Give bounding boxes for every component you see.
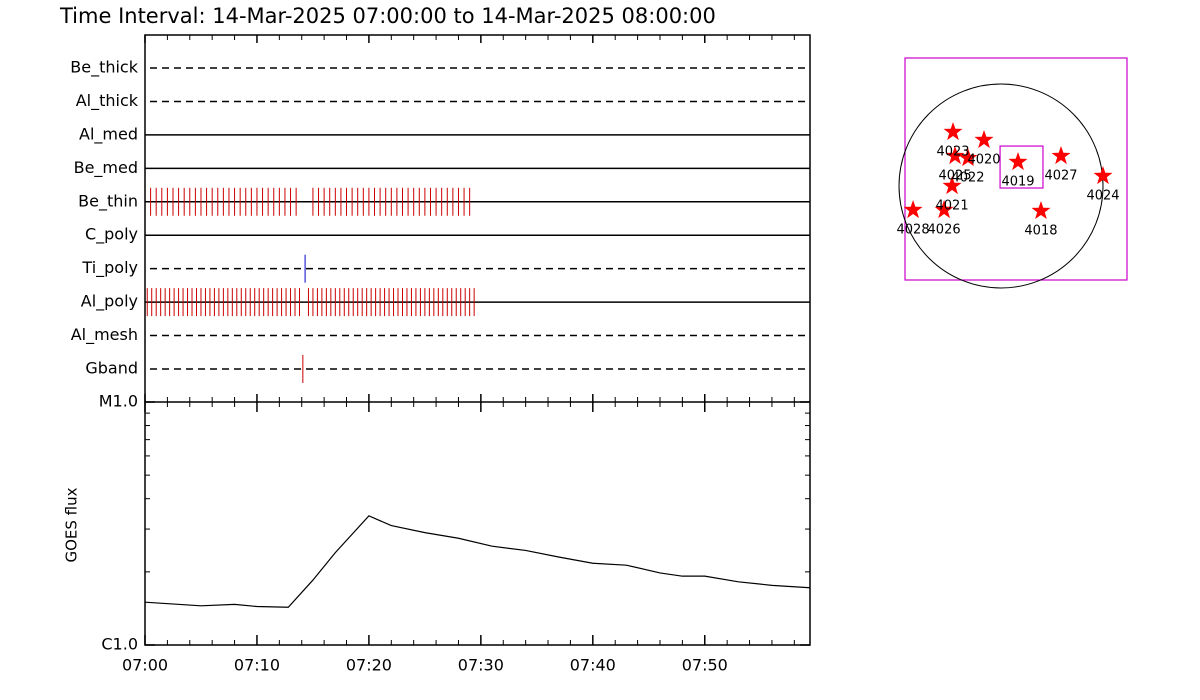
filter-label: Al_poly — [81, 292, 138, 312]
region-star — [942, 176, 962, 195]
region-label: 4026 — [928, 223, 961, 238]
region-label: 4019 — [1001, 174, 1034, 189]
filter-label: C_poly — [85, 225, 138, 245]
y-tick-label: C1.0 — [101, 635, 138, 654]
x-tick-label: 07:10 — [234, 656, 280, 675]
fov-box — [999, 145, 1044, 189]
region-star — [1008, 152, 1028, 171]
x-tick-label: 07:30 — [458, 656, 504, 675]
filter-label: Gband — [85, 359, 138, 378]
filter-label: Be_thick — [70, 58, 138, 78]
chart-title: Time Interval: 14-Mar-2025 07:00:00 to 1… — [59, 4, 716, 28]
x-tick-label: 07:20 — [346, 656, 392, 675]
filter-label: Be_thin — [78, 191, 138, 211]
plot-frame — [144, 34, 811, 646]
region-star — [943, 122, 963, 141]
region-label: 4024 — [1086, 189, 1119, 204]
region-label: 4027 — [1044, 169, 1077, 184]
region-label: 4020 — [967, 153, 1000, 168]
filter-label: Al_mesh — [71, 325, 138, 345]
x-tick-label: 07:40 — [570, 656, 616, 675]
region-star — [958, 148, 978, 167]
region-star — [903, 200, 923, 219]
region-label: 4023 — [936, 145, 969, 160]
goes-flux-line — [144, 515, 811, 608]
filter-label: Al_med — [79, 124, 138, 144]
region-label: 4018 — [1024, 223, 1057, 238]
region-label: 4022 — [951, 171, 984, 186]
y-tick-label: M1.0 — [99, 392, 138, 411]
map-frame — [904, 57, 1128, 281]
region-label: 4021 — [936, 198, 969, 213]
region-label: 4028 — [897, 223, 930, 238]
filter-label: Ti_poly — [81, 258, 138, 278]
region-star — [1093, 166, 1113, 185]
region-label: 4025 — [938, 169, 971, 184]
region-star — [945, 146, 965, 165]
region-star — [1051, 146, 1071, 165]
region-star — [1031, 201, 1051, 219]
filter-label: Be_med — [74, 158, 138, 178]
solar-limb — [898, 83, 1104, 289]
y-axis-label: GOES flux — [63, 487, 81, 562]
region-star — [974, 130, 994, 149]
filter-label: Al_thick — [76, 91, 139, 111]
x-tick-label: 07:00 — [122, 656, 168, 675]
x-tick-label: 07:50 — [682, 656, 728, 675]
region-star — [934, 200, 954, 219]
